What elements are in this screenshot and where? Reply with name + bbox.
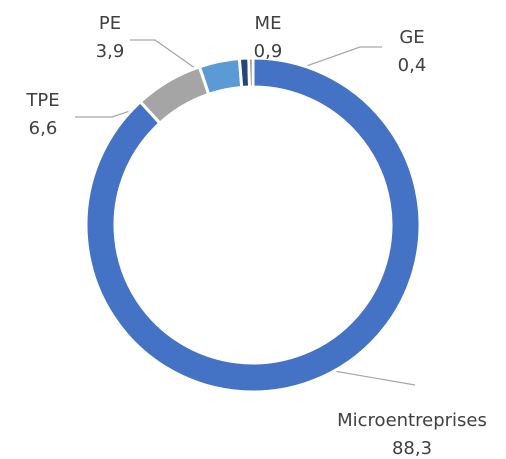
value-label: 0,4 xyxy=(398,55,427,76)
category-label: PE xyxy=(99,13,121,34)
value-label: 88,3 xyxy=(392,438,432,459)
donut-slice xyxy=(197,56,244,97)
category-label: Microentreprises xyxy=(337,410,487,431)
donut-slice xyxy=(138,64,211,126)
donut-slice xyxy=(84,56,422,394)
value-label: 0,9 xyxy=(254,41,283,62)
donut-slice xyxy=(247,56,255,89)
value-label: 6,6 xyxy=(29,118,58,139)
category-label: ME xyxy=(255,13,282,34)
value-label: 3,9 xyxy=(96,41,125,62)
category-label: TPE xyxy=(25,90,59,111)
category-label: GE xyxy=(399,27,424,48)
